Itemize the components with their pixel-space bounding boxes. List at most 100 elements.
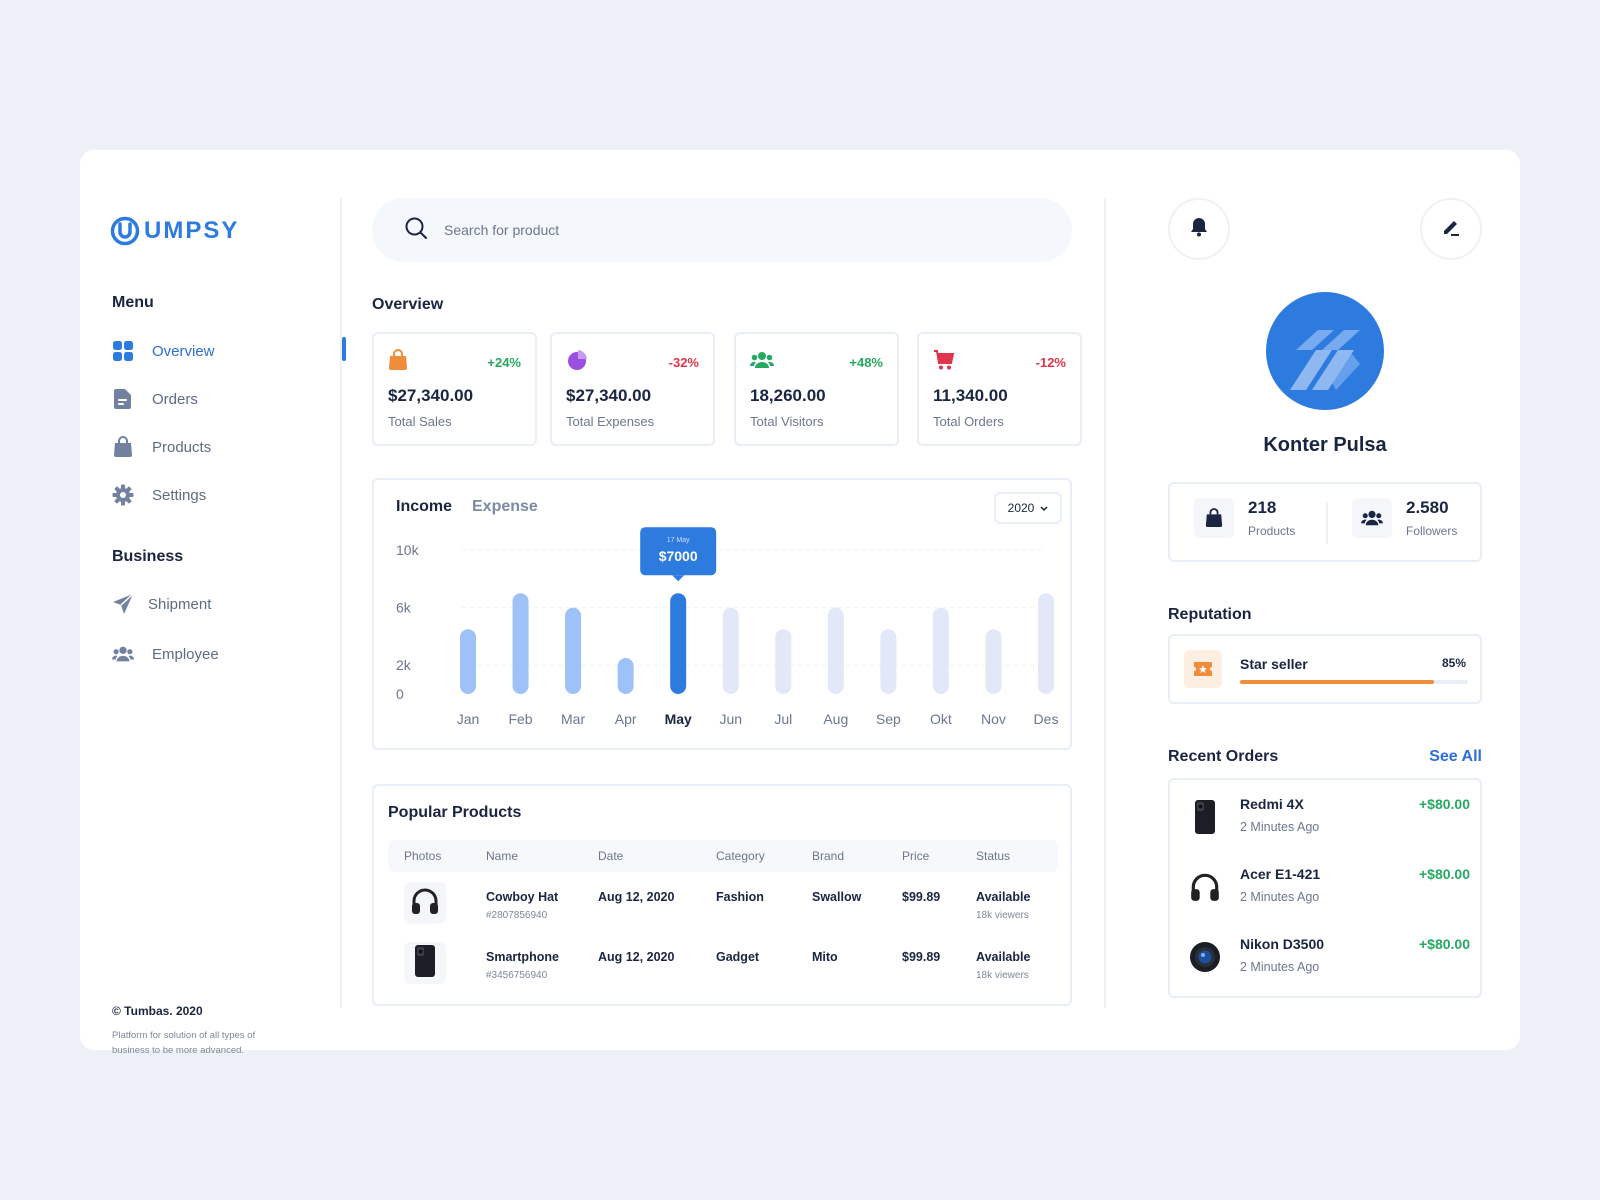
chart-tooltip-pointer [672,575,685,582]
popular-products-title: Popular Products [388,804,522,821]
chart-bar [827,607,844,694]
chart-tooltip [640,527,717,576]
sidebar-item-settings[interactable]: Settings [112,481,344,509]
chevron-down-icon [1040,501,1048,515]
sidebar-item-label: Orders [152,390,198,408]
stat-value: 11,340.00 [933,386,1008,405]
notification-button[interactable] [1168,198,1230,260]
document-icon [112,388,134,410]
users-icon [749,350,775,375]
list-item[interactable]: Redmi 4X 2 Minutes Ago +$80.00 [1184,790,1470,846]
sidebar-item-label: Overview [152,342,215,360]
avatar[interactable] [1266,292,1384,410]
search-bar[interactable] [372,198,1072,262]
sidebar-item-products[interactable]: Products [112,433,344,461]
chart-bar [1038,593,1054,694]
tab-expense[interactable]: Expense [472,498,538,515]
x-tick-label: Apr [615,711,637,727]
stat-change: +24% [487,354,521,370]
recent-orders-title: Recent Orders [1168,748,1279,765]
chart-bar [775,629,792,694]
x-tick-label: Jan [457,711,480,727]
y-tick-label: 6k [396,600,412,616]
order-amount: +$80.00 [1419,796,1470,812]
users-icon [112,643,134,665]
sidebar-item-shipment[interactable]: Shipment [112,590,344,618]
year-select[interactable]: 2020 [994,492,1062,524]
cart-icon [933,349,955,376]
followers-label: Followers [1406,524,1458,538]
product-viewers: 18k viewers [976,970,1029,981]
ticket-star-icon [1184,650,1222,688]
reputation-card: Star seller 85% [1168,634,1482,704]
product-brand: Swallow [812,890,862,904]
stat-change: -32% [668,354,699,370]
stat-label: Total Visitors [750,414,824,429]
product-status: Available [976,950,1031,964]
stat-value: $27,340.00 [566,386,652,405]
stat-card-total-expenses[interactable]: -32% $27,340.00 Total Expenses [550,332,715,446]
grid-icon [112,340,134,362]
bell-icon [1190,217,1208,242]
search-input[interactable] [444,222,1004,238]
list-item[interactable]: Nikon D3500 2 Minutes Ago +$80.00 [1184,930,1470,986]
logo-text: UMPSY [144,217,240,244]
users-icon [1352,498,1392,538]
column-header: Category [716,849,765,863]
sidebar-item-label: Settings [152,486,207,504]
y-tick-label: 10k [396,542,420,558]
order-name: Redmi 4X [1240,796,1304,812]
followers-stat[interactable]: 2.580 Followers [1352,498,1457,538]
stat-card-total-visitors[interactable]: +48% 18,260.00 Total Visitors [734,332,899,446]
table-row[interactable]: Smartphone #3456756940 Aug 12, 2020 Gadg… [388,942,1058,992]
see-all-link[interactable]: See All [1429,748,1482,765]
order-amount: +$80.00 [1419,866,1470,882]
sidebar-item-label: Products [152,438,212,456]
x-tick-label: Jul [774,711,792,727]
products-label: Products [1248,524,1296,538]
chart-bar [670,593,687,694]
order-name: Nikon D3500 [1240,936,1325,952]
reputation-percent: 85% [1441,656,1466,670]
sidebar-item-orders[interactable]: Orders [112,385,344,413]
chart-bar [722,607,739,694]
x-tick-label: Des [1034,711,1059,727]
logo-mark-icon [110,216,140,246]
x-tick-label: Aug [823,711,848,727]
logo[interactable]: UMPSY [110,216,239,246]
overview-title: Overview [372,296,444,313]
stat-divider [1326,502,1328,544]
product-photo [404,882,446,924]
tab-income[interactable]: Income [396,498,453,515]
active-indicator [342,337,346,361]
stat-card-total-sales[interactable]: +24% $27,340.00 Total Sales [372,332,537,446]
column-header: Name [486,849,519,863]
chart-tooltip-date: 17 May [667,537,690,544]
order-name: Acer E1-421 [1240,866,1321,882]
list-item[interactable]: Acer E1-421 2 Minutes Ago +$80.00 [1184,860,1470,916]
tagline: Platform for solution of all types of bu… [112,1030,256,1056]
y-tick-label: 2k [396,657,412,673]
products-stat[interactable]: 218 Products [1194,498,1295,538]
sidebar-item-overview[interactable]: Overview [112,337,346,365]
pie-chart-icon [566,349,588,376]
column-header: Photos [404,849,442,863]
search-icon[interactable] [404,216,428,245]
stat-label: Total Expenses [566,414,655,429]
edit-profile-button[interactable] [1420,198,1482,260]
table-row[interactable]: Cowboy Hat #2807856940 Aug 12, 2020 Fash… [388,882,1058,932]
shopping-bag-icon [112,436,134,458]
headphones-icon [409,885,441,922]
business-title: Business [112,548,184,565]
product-date: Aug 12, 2020 [598,890,675,904]
table-header: Photos Name Date Category Brand Price St… [388,840,1058,872]
stat-card-total-orders[interactable]: -12% 11,340.00 Total Orders [917,332,1082,446]
product-viewers: 18k viewers [976,910,1029,921]
stat-label: Total Orders [933,414,1004,429]
pencil-icon [1441,217,1461,242]
profile-name: Konter Pulsa [1263,434,1387,456]
chart-tooltip-value: $7000 [659,548,698,564]
sidebar-item-employee[interactable]: Employee [112,640,344,668]
stat-value: 18,260.00 [750,386,826,405]
stat-change: +48% [849,354,883,370]
